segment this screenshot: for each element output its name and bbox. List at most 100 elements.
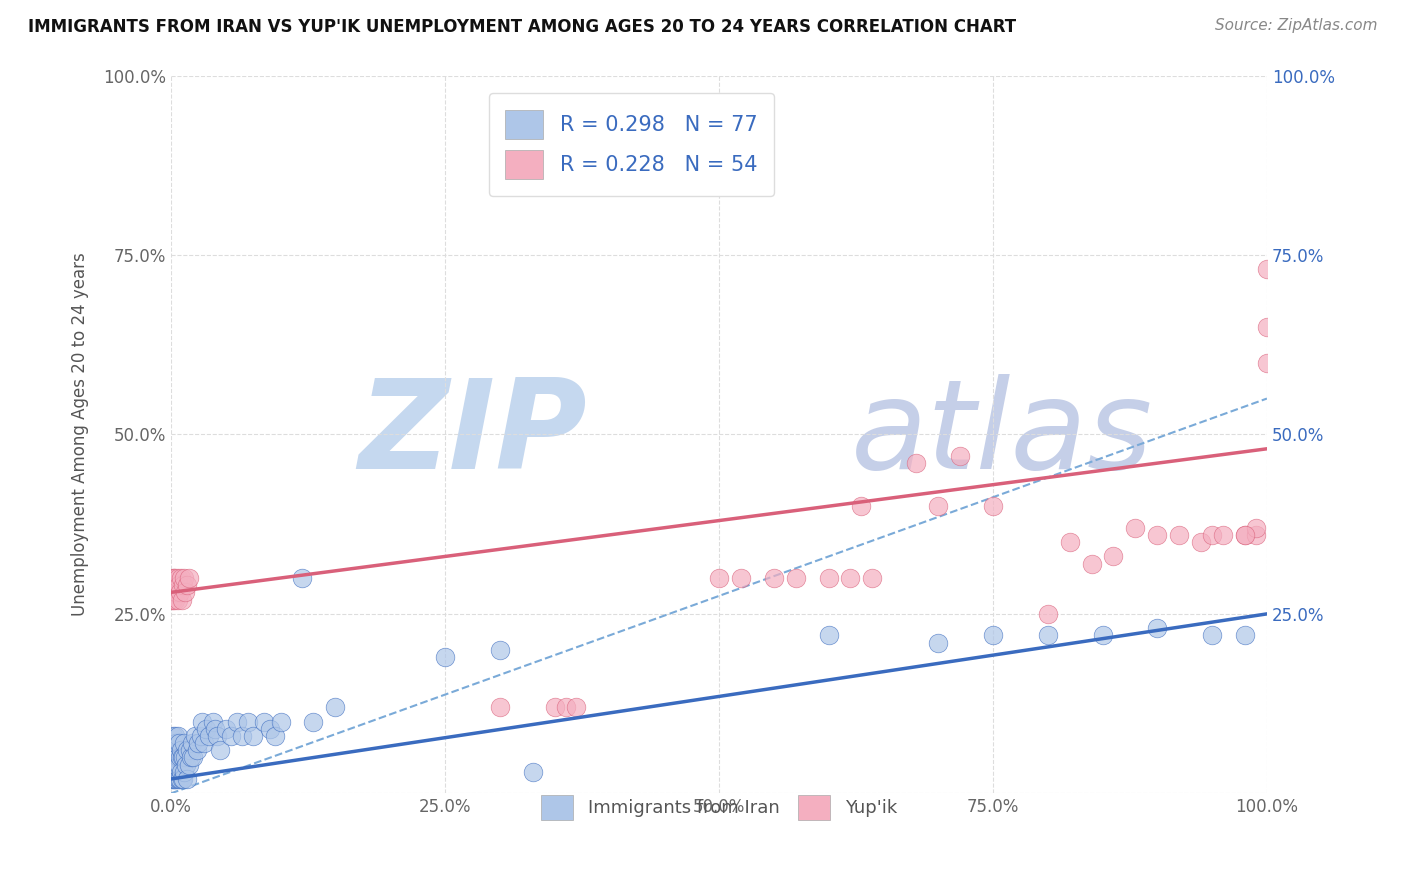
Point bbox=[253, 714, 276, 729]
Point bbox=[225, 714, 247, 729]
Point bbox=[927, 635, 949, 649]
Point bbox=[236, 714, 259, 729]
Point bbox=[264, 729, 287, 743]
Point bbox=[270, 714, 292, 729]
Point bbox=[162, 729, 184, 743]
Point bbox=[169, 772, 191, 786]
Point bbox=[166, 750, 188, 764]
Text: atlas: atlas bbox=[851, 374, 1153, 495]
Point bbox=[170, 772, 193, 786]
Point bbox=[949, 449, 972, 463]
Point bbox=[163, 757, 186, 772]
Point bbox=[981, 500, 1004, 514]
Point bbox=[173, 736, 195, 750]
Point bbox=[166, 736, 188, 750]
Point bbox=[160, 757, 183, 772]
Point bbox=[198, 729, 221, 743]
Point bbox=[1091, 628, 1114, 642]
Point bbox=[488, 700, 510, 714]
Point bbox=[817, 571, 839, 585]
Point bbox=[170, 750, 193, 764]
Point bbox=[242, 729, 264, 743]
Point bbox=[160, 772, 183, 786]
Point bbox=[170, 592, 193, 607]
Point bbox=[172, 750, 194, 764]
Point bbox=[201, 714, 224, 729]
Point bbox=[162, 757, 184, 772]
Point bbox=[180, 750, 202, 764]
Point bbox=[1256, 319, 1278, 334]
Text: IMMIGRANTS FROM IRAN VS YUP'IK UNEMPLOYMENT AMONG AGES 20 TO 24 YEARS CORRELATIO: IMMIGRANTS FROM IRAN VS YUP'IK UNEMPLOYM… bbox=[28, 18, 1017, 36]
Y-axis label: Unemployment Among Ages 20 to 24 years: Unemployment Among Ages 20 to 24 years bbox=[72, 252, 89, 616]
Point bbox=[176, 578, 198, 592]
Text: Source: ZipAtlas.com: Source: ZipAtlas.com bbox=[1215, 18, 1378, 33]
Point bbox=[193, 736, 215, 750]
Point bbox=[165, 750, 187, 764]
Point bbox=[927, 500, 949, 514]
Text: ZIP: ZIP bbox=[359, 374, 588, 495]
Point bbox=[166, 772, 188, 786]
Point bbox=[165, 571, 187, 585]
Point bbox=[160, 743, 183, 757]
Point bbox=[1168, 528, 1191, 542]
Point bbox=[1201, 528, 1223, 542]
Point bbox=[163, 772, 186, 786]
Point bbox=[209, 743, 232, 757]
Point bbox=[215, 722, 238, 736]
Point bbox=[170, 571, 193, 585]
Point bbox=[179, 743, 201, 757]
Point bbox=[169, 750, 191, 764]
Point bbox=[905, 456, 928, 470]
Point bbox=[160, 578, 183, 592]
Point bbox=[177, 571, 200, 585]
Point bbox=[981, 628, 1004, 642]
Point bbox=[170, 743, 193, 757]
Point bbox=[166, 772, 188, 786]
Point bbox=[162, 772, 184, 786]
Point bbox=[554, 700, 576, 714]
Point bbox=[259, 722, 281, 736]
Point bbox=[839, 571, 862, 585]
Point bbox=[1256, 262, 1278, 277]
Point bbox=[166, 592, 188, 607]
Point bbox=[1102, 549, 1125, 564]
Point bbox=[167, 736, 190, 750]
Point bbox=[543, 700, 565, 714]
Point bbox=[172, 578, 194, 592]
Point bbox=[187, 736, 209, 750]
Point bbox=[173, 764, 195, 779]
Point bbox=[167, 578, 190, 592]
Point bbox=[1201, 628, 1223, 642]
Point bbox=[1146, 528, 1168, 542]
Point bbox=[325, 700, 347, 714]
Point bbox=[785, 571, 807, 585]
Point bbox=[565, 700, 588, 714]
Point bbox=[173, 571, 195, 585]
Point bbox=[707, 571, 730, 585]
Point bbox=[176, 743, 198, 757]
Point bbox=[190, 714, 212, 729]
Point bbox=[166, 757, 188, 772]
Point bbox=[166, 729, 188, 743]
Point bbox=[163, 571, 186, 585]
Point bbox=[163, 743, 186, 757]
Point bbox=[1212, 528, 1234, 542]
Point bbox=[1233, 628, 1256, 642]
Point bbox=[195, 722, 218, 736]
Point bbox=[165, 729, 187, 743]
Point bbox=[165, 772, 187, 786]
Point bbox=[174, 750, 197, 764]
Point bbox=[166, 585, 188, 599]
Point bbox=[1036, 628, 1059, 642]
Point bbox=[1244, 528, 1267, 542]
Point bbox=[186, 743, 208, 757]
Point bbox=[1233, 528, 1256, 542]
Point bbox=[204, 722, 226, 736]
Point bbox=[163, 585, 186, 599]
Point bbox=[162, 571, 184, 585]
Point bbox=[167, 757, 190, 772]
Point bbox=[167, 772, 190, 786]
Point bbox=[1189, 535, 1212, 549]
Point bbox=[851, 500, 873, 514]
Point bbox=[190, 729, 212, 743]
